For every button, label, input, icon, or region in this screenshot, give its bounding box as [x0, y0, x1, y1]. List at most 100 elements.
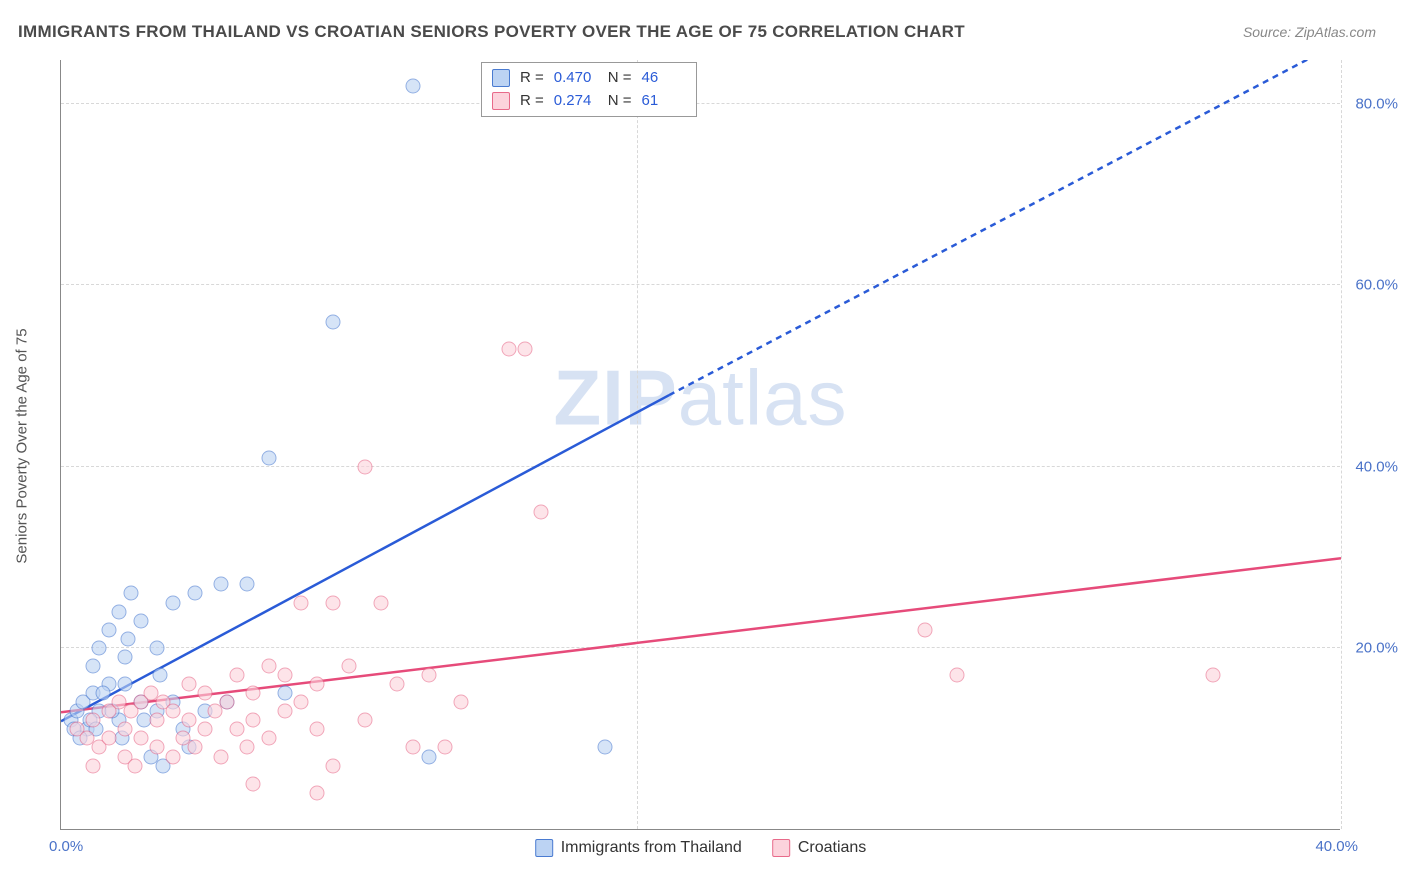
y-axis-label: Seniors Poverty Over the Age of 75 [14, 328, 31, 563]
scatter-point [598, 740, 613, 755]
scatter-point [239, 740, 254, 755]
plot-area: ZIPatlas 0.0% 40.0% 20.0%40.0%60.0%80.0%… [60, 60, 1340, 830]
chart-container: IMMIGRANTS FROM THAILAND VS CROATIAN SEN… [0, 0, 1406, 892]
legend-label: Croatians [798, 839, 866, 857]
series-legend: Immigrants from Thailand Croatians [535, 839, 867, 857]
scatter-point [518, 341, 533, 356]
chart-title: IMMIGRANTS FROM THAILAND VS CROATIAN SEN… [18, 22, 965, 42]
scatter-point [166, 595, 181, 610]
regression-line-extrapolated [669, 60, 1341, 395]
legend-row: R = 0.470 N = 46 [492, 67, 686, 90]
scatter-point [406, 740, 421, 755]
scatter-point [246, 686, 261, 701]
scatter-point [118, 722, 133, 737]
scatter-point [134, 731, 149, 746]
scatter-point [188, 740, 203, 755]
scatter-point [358, 459, 373, 474]
scatter-point [230, 722, 245, 737]
scatter-point [166, 704, 181, 719]
x-tick-max: 40.0% [1315, 838, 1358, 855]
scatter-point [294, 695, 309, 710]
r-label: R = [520, 90, 544, 113]
scatter-point [422, 668, 437, 683]
scatter-point [294, 595, 309, 610]
y-tick-label: 40.0% [1346, 458, 1398, 475]
scatter-point [150, 740, 165, 755]
legend-swatch [772, 839, 790, 857]
scatter-point [92, 640, 107, 655]
scatter-point [239, 577, 254, 592]
legend-label: Immigrants from Thailand [561, 839, 742, 857]
scatter-point [390, 677, 405, 692]
scatter-point [1206, 668, 1221, 683]
scatter-point [188, 586, 203, 601]
n-label: N = [608, 90, 632, 113]
scatter-point [502, 341, 517, 356]
legend-swatch [535, 839, 553, 857]
scatter-point [342, 658, 357, 673]
scatter-point [534, 504, 549, 519]
scatter-point [102, 731, 117, 746]
legend-swatch [492, 69, 510, 87]
scatter-point [438, 740, 453, 755]
scatter-point [358, 713, 373, 728]
scatter-point [134, 613, 149, 628]
scatter-point [310, 722, 325, 737]
legend-row: R =0.274N =61 [492, 90, 686, 113]
scatter-point [262, 731, 277, 746]
scatter-point [207, 704, 222, 719]
scatter-point [454, 695, 469, 710]
scatter-point [166, 749, 181, 764]
scatter-point [111, 604, 126, 619]
scatter-point [150, 640, 165, 655]
scatter-point [246, 776, 261, 791]
y-tick-label: 20.0% [1346, 639, 1398, 656]
scatter-point [310, 785, 325, 800]
r-value: 0.274 [554, 90, 598, 113]
scatter-point [118, 677, 133, 692]
scatter-point [198, 722, 213, 737]
source-attribution: Source: ZipAtlas.com [1243, 24, 1376, 40]
scatter-point [278, 686, 293, 701]
scatter-point [127, 758, 142, 773]
scatter-point [124, 586, 139, 601]
scatter-point [950, 668, 965, 683]
scatter-point [182, 677, 197, 692]
y-tick-label: 80.0% [1346, 96, 1398, 113]
r-label: R = [520, 67, 544, 90]
scatter-point [422, 749, 437, 764]
scatter-point [310, 677, 325, 692]
scatter-point [182, 713, 197, 728]
scatter-point [278, 668, 293, 683]
scatter-point [153, 668, 168, 683]
scatter-point [326, 595, 341, 610]
n-value: 46 [642, 67, 686, 90]
scatter-point [230, 668, 245, 683]
scatter-point [406, 79, 421, 94]
y-tick-label: 60.0% [1346, 277, 1398, 294]
scatter-point [102, 622, 117, 637]
gridline-v [1341, 60, 1342, 829]
scatter-point [214, 577, 229, 592]
scatter-point [121, 631, 136, 646]
scatter-point [918, 622, 933, 637]
scatter-point [86, 758, 101, 773]
scatter-point [220, 695, 235, 710]
correlation-legend: R =0.470N =46R =0.274N =61 [481, 62, 697, 117]
r-value: 0.470 [554, 67, 598, 90]
scatter-point [95, 686, 110, 701]
scatter-point [262, 450, 277, 465]
scatter-point [262, 658, 277, 673]
scatter-point [150, 713, 165, 728]
scatter-point [214, 749, 229, 764]
scatter-point [326, 758, 341, 773]
scatter-point [326, 314, 341, 329]
legend-swatch [492, 92, 510, 110]
scatter-point [86, 713, 101, 728]
legend-item: Immigrants from Thailand [535, 839, 742, 857]
scatter-point [246, 713, 261, 728]
n-label: N = [608, 67, 632, 90]
legend-item: Croatians [772, 839, 866, 857]
scatter-point [278, 704, 293, 719]
x-tick-origin: 0.0% [49, 838, 83, 855]
